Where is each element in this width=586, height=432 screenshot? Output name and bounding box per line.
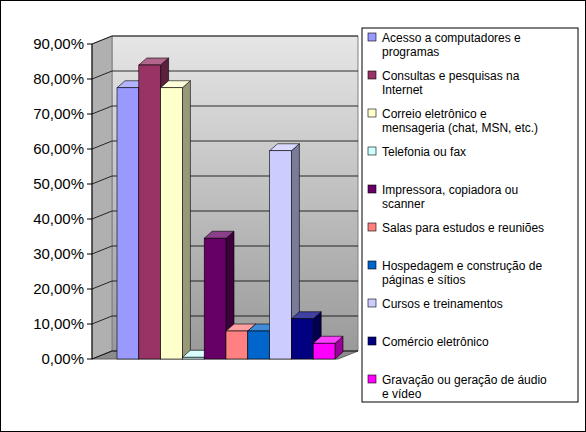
legend-line: Internet [382,83,423,97]
legend-line: Hospedagem e construção de [382,259,542,273]
tick-label: 80,00% [33,70,84,87]
tick-mark [87,359,92,360]
bar-top [313,336,343,343]
bar-side [182,81,190,359]
legend-line: Gravação ou geração de áudio [382,373,547,387]
tick-mark [87,44,92,45]
frame [1,1,586,432]
side-wall [92,36,112,359]
tick-mark [87,149,92,150]
legend-swatch [368,71,376,79]
tick-mark [87,219,92,220]
legend-line: Salas para estudos e reuniões [382,221,544,235]
tick-label: 50,00% [33,175,84,192]
tick-label: 20,00% [33,280,84,297]
bar-top [291,312,321,319]
legend-label: Gravação ou geração de áudioe vídeo [382,373,547,401]
y-axis [92,44,93,359]
tick-label: 90,00% [33,35,84,52]
legend: Acesso a computadores eprogramas Consulta… [362,28,578,402]
legend-line: e vídeo [382,387,422,401]
bar-top [139,58,169,65]
bar [226,331,248,359]
legend-swatch [368,375,376,383]
legend-swatch [368,33,376,41]
legend-label: Acesso a computadores eprogramas [382,31,521,59]
bar-top [204,231,234,238]
legend-swatch [368,261,376,269]
legend-line: Impressora, copiadora ou [382,183,518,197]
legend-label: Hospedagem e construção depáginas e síti… [382,259,542,287]
legend-label: Cursos e treinamentos [382,297,503,311]
legend-label: Salas para estudos e reuniões [382,221,544,235]
bar [204,238,226,359]
tick-label: 30,00% [33,245,84,262]
tick-mark [87,114,92,115]
legend-line: Comércio eletrônico [382,335,489,349]
bar [291,319,313,359]
legend-line: programas [382,45,439,59]
legend-line: Acesso a computadores e [382,31,521,45]
bars [117,58,343,359]
tick-mark [87,184,92,185]
legend-line: páginas e sítios [382,273,465,287]
legend-line: Telefonia ou fax [382,145,466,159]
tick-label: 40,00% [33,210,84,227]
legend-label: Telefonia ou fax [382,145,466,159]
bar [248,331,270,359]
legend-swatch [368,109,376,117]
grid-line [92,36,358,44]
bar [161,88,183,359]
legend-swatch [368,337,376,345]
tick-label: 0,00% [41,350,84,367]
tick-mark [87,254,92,255]
legend-swatch [368,223,376,231]
tick-label: 70,00% [33,105,84,122]
legend-label: Consultas e pesquisas naInternet [382,69,520,97]
bar [270,151,292,359]
legend-line: scanner [382,197,425,211]
tick-mark [87,324,92,325]
tick-label: 60,00% [33,140,84,157]
chart: 0,00% 10,00% 20,00% 30,00% 40,00% 50,00% 60,00… [0,0,586,432]
legend-line: Correio eletrônico e [382,107,487,121]
legend-frame [362,28,578,402]
bar-top [270,144,300,151]
tick-label: 10,00% [33,315,84,332]
bar [313,343,335,359]
legend-swatch [368,299,376,307]
bar-top [161,81,191,88]
grid-line [92,71,358,79]
legend-line: Cursos e treinamentos [382,297,503,311]
legend-label: Comércio eletrônico [382,335,489,349]
legend-swatch [368,147,376,155]
legend-line: mensageria (chat, MSN, etc.) [382,121,538,135]
bar [182,357,204,359]
legend-swatch [368,185,376,193]
legend-label: Correio eletrônico emensageria (chat, MS… [382,107,538,135]
legend-line: Consultas e pesquisas na [382,69,520,83]
tick-mark [87,79,92,80]
bar [139,65,161,359]
bar [117,88,139,359]
tick-mark [87,289,92,290]
legend-label: Impressora, copiadora ouscanner [382,183,518,211]
